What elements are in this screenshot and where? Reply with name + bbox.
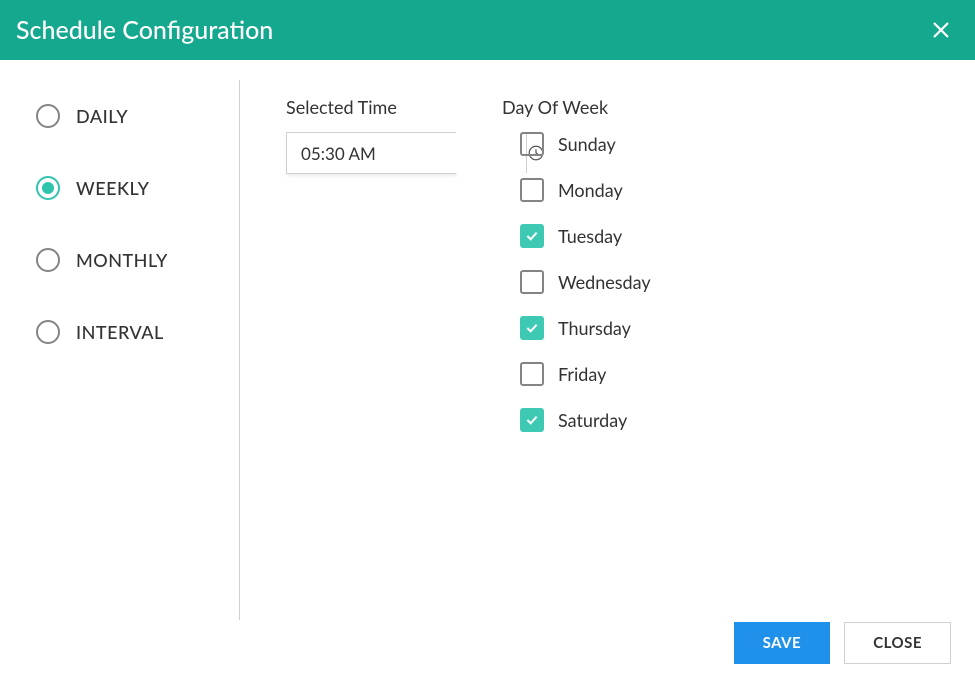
checkbox-icon: [520, 132, 544, 156]
day-label: Sunday: [558, 133, 616, 155]
day-label: Wednesday: [558, 271, 651, 293]
radio-monthly[interactable]: MONTHLY: [36, 248, 239, 272]
radio-label: MONTHLY: [76, 249, 168, 271]
radio-label: WEEKLY: [76, 177, 149, 199]
checkbox-icon: [520, 362, 544, 386]
day-thursday[interactable]: Thursday: [502, 316, 651, 340]
frequency-sidebar: DAILY WEEKLY MONTHLY INTERVAL: [0, 80, 240, 620]
radio-label: DAILY: [76, 105, 128, 127]
day-wednesday[interactable]: Wednesday: [502, 270, 651, 294]
radio-label: INTERVAL: [76, 321, 164, 343]
time-input[interactable]: [287, 133, 526, 173]
radio-icon: [36, 176, 60, 200]
schedule-config-modal: Schedule Configuration DAILY WEEKLY MONT…: [0, 0, 975, 680]
time-column: Selected Time: [286, 96, 502, 622]
day-friday[interactable]: Friday: [502, 362, 651, 386]
checkbox-icon: [520, 316, 544, 340]
day-sunday[interactable]: Sunday: [502, 132, 651, 156]
radio-weekly[interactable]: WEEKLY: [36, 176, 239, 200]
close-icon[interactable]: [927, 16, 955, 44]
modal-footer: SAVE CLOSE: [0, 622, 975, 680]
day-label: Tuesday: [558, 225, 622, 247]
close-button[interactable]: CLOSE: [844, 622, 951, 664]
day-monday[interactable]: Monday: [502, 178, 651, 202]
day-tuesday[interactable]: Tuesday: [502, 224, 651, 248]
time-label: Selected Time: [286, 96, 502, 118]
time-field: [286, 132, 456, 174]
days-column: Day Of Week Sunday Monday Tuesday Wednes…: [502, 96, 651, 622]
modal-title: Schedule Configuration: [16, 15, 273, 45]
days-label: Day Of Week: [502, 96, 651, 118]
save-button[interactable]: SAVE: [734, 622, 831, 664]
radio-icon: [36, 104, 60, 128]
day-saturday[interactable]: Saturday: [502, 408, 651, 432]
checkbox-icon: [520, 224, 544, 248]
day-label: Friday: [558, 363, 606, 385]
checkbox-icon: [520, 178, 544, 202]
checkbox-icon: [520, 270, 544, 294]
radio-daily[interactable]: DAILY: [36, 104, 239, 128]
radio-interval[interactable]: INTERVAL: [36, 320, 239, 344]
day-label: Saturday: [558, 409, 627, 431]
config-content: Selected Time Day Of Week Sunday Monday: [240, 80, 975, 622]
radio-icon: [36, 248, 60, 272]
modal-body: DAILY WEEKLY MONTHLY INTERVAL Selected T…: [0, 60, 975, 622]
radio-icon: [36, 320, 60, 344]
day-label: Thursday: [558, 317, 631, 339]
modal-header: Schedule Configuration: [0, 0, 975, 60]
day-label: Monday: [558, 179, 623, 201]
checkbox-icon: [520, 408, 544, 432]
